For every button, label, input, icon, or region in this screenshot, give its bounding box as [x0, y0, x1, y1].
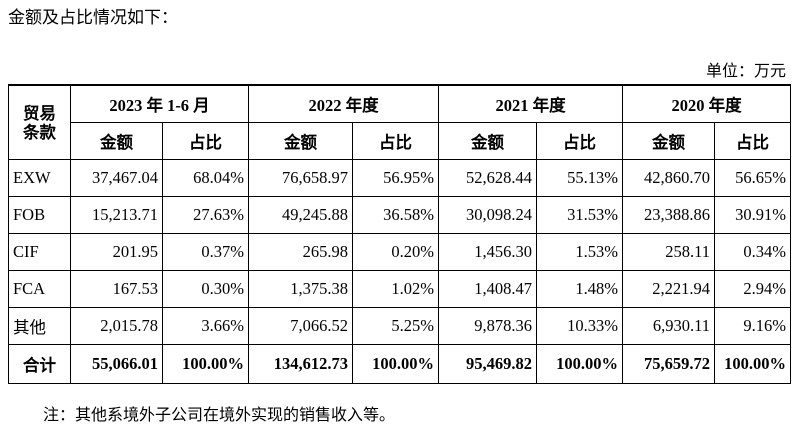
- ratio-cell: 100.00%: [352, 344, 439, 384]
- amount-cell: 201.95: [70, 233, 163, 271]
- ratio-header: 占比: [714, 122, 791, 160]
- ratio-cell: 0.30%: [162, 270, 249, 308]
- amount-cell: 42,860.70: [622, 159, 715, 197]
- amount-header: 金额: [622, 122, 715, 160]
- period-header-2022: 2022 年度: [248, 84, 439, 123]
- amount-header: 金额: [248, 122, 353, 160]
- table-row: FCA 167.53 0.30% 1,375.38 1.02% 1,408.47 1.48%…: [8, 270, 791, 308]
- total-label: 合计: [8, 344, 71, 384]
- ratio-cell: 68.04%: [162, 159, 249, 197]
- amount-cell: 258.11: [622, 233, 715, 271]
- amount-cell: 1,456.30: [438, 233, 537, 271]
- ratio-header: 占比: [162, 122, 249, 160]
- period-header-2020: 2020 年度: [622, 84, 791, 123]
- corner-header: 贸易 条款: [8, 84, 71, 160]
- amount-cell: 6,930.11: [622, 307, 715, 345]
- amount-cell: 15,213.71: [70, 196, 163, 234]
- ratio-cell: 56.95%: [352, 159, 439, 197]
- amount-cell: 2,221.94: [622, 270, 715, 308]
- row-label: CIF: [8, 233, 71, 271]
- table-row: CIF 201.95 0.37% 265.98 0.20% 1,456.30 1.53% 25…: [8, 233, 791, 271]
- ratio-cell: 0.34%: [714, 233, 791, 271]
- ratio-cell: 100.00%: [714, 344, 791, 384]
- amount-cell: 75,659.72: [622, 344, 715, 384]
- table-row: 其他 2,015.78 3.66% 7,066.52 5.25% 9,878.36 10.3…: [8, 307, 791, 345]
- amount-cell: 37,467.04: [70, 159, 163, 197]
- ratio-cell: 10.33%: [536, 307, 623, 345]
- amount-cell: 9,878.36: [438, 307, 537, 345]
- ratio-cell: 1.53%: [536, 233, 623, 271]
- amount-header: 金额: [70, 122, 163, 160]
- ratio-cell: 56.65%: [714, 159, 791, 197]
- amount-cell: 7,066.52: [248, 307, 353, 345]
- amount-cell: 55,066.01: [70, 344, 163, 384]
- amount-cell: 49,245.88: [248, 196, 353, 234]
- row-label: FOB: [8, 196, 71, 234]
- ratio-cell: 0.37%: [162, 233, 249, 271]
- amount-cell: 134,612.73: [248, 344, 353, 384]
- intro-text: 金额及占比情况如下：: [8, 8, 178, 28]
- ratio-cell: 1.48%: [536, 270, 623, 308]
- period-header-2023h1: 2023 年 1-6 月: [70, 84, 249, 123]
- ratio-cell: 3.66%: [162, 307, 249, 345]
- row-label: 其他: [8, 307, 71, 345]
- row-label: FCA: [8, 270, 71, 308]
- amount-cell: 52,628.44: [438, 159, 537, 197]
- amount-cell: 1,408.47: [438, 270, 537, 308]
- ratio-cell: 36.58%: [352, 196, 439, 234]
- ratio-cell: 55.13%: [536, 159, 623, 197]
- amount-cell: 265.98: [248, 233, 353, 271]
- period-header-2021: 2021 年度: [438, 84, 623, 123]
- trade-terms-table: 贸易 条款 2023 年 1-6 月 2022 年度 2021 年度 2020 …: [8, 84, 791, 384]
- amount-cell: 23,388.86: [622, 196, 715, 234]
- ratio-cell: 100.00%: [536, 344, 623, 384]
- ratio-cell: 31.53%: [536, 196, 623, 234]
- table-row: FOB 15,213.71 27.63% 49,245.88 36.58% 30,098.…: [8, 196, 791, 234]
- ratio-cell: 2.94%: [714, 270, 791, 308]
- table-row: EXW 37,467.04 68.04% 76,658.97 56.95% 52,628.…: [8, 159, 791, 197]
- ratio-cell: 0.20%: [352, 233, 439, 271]
- ratio-cell: 30.91%: [714, 196, 791, 234]
- amount-cell: 95,469.82: [438, 344, 537, 384]
- ratio-cell: 9.16%: [714, 307, 791, 345]
- corner-label-line2: 条款: [23, 122, 56, 142]
- amount-cell: 30,098.24: [438, 196, 537, 234]
- ratio-cell: 27.63%: [162, 196, 249, 234]
- amount-cell: 2,015.78: [70, 307, 163, 345]
- ratio-header: 占比: [352, 122, 439, 160]
- header-row-periods: 贸易 条款 2023 年 1-6 月 2022 年度 2021 年度 2020 …: [8, 84, 791, 160]
- amount-cell: 76,658.97: [248, 159, 353, 197]
- total-row: 合计 55,066.01 100.00% 134,612.73 100.00% 95,46…: [8, 344, 791, 384]
- row-label: EXW: [8, 159, 71, 197]
- ratio-header: 占比: [536, 122, 623, 160]
- ratio-cell: 1.02%: [352, 270, 439, 308]
- header-row-metrics: 金额 占比 金额 占比 金额 占比 金额 占比: [9, 122, 791, 160]
- amount-cell: 1,375.38: [248, 270, 353, 308]
- amount-header: 金额: [438, 122, 537, 160]
- unit-label: 单位：万元: [705, 61, 786, 80]
- ratio-cell: 100.00%: [162, 344, 249, 384]
- amount-cell: 167.53: [70, 270, 163, 308]
- footnote: 注：其他系境外子公司在境外实现的销售收入等。: [43, 405, 396, 424]
- corner-label-line1: 贸易: [23, 103, 56, 123]
- table-body: EXW 37,467.04 68.04% 76,658.97 56.95% 52,628.…: [8, 159, 791, 384]
- ratio-cell: 5.25%: [352, 307, 439, 345]
